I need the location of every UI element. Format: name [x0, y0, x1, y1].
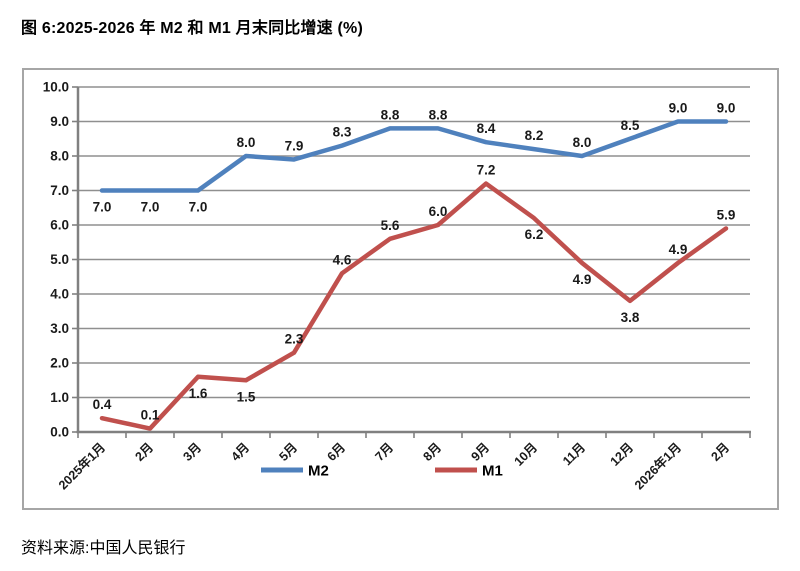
data-label: 7.0	[189, 200, 208, 215]
data-label: 0.1	[141, 408, 160, 423]
y-tick-label: 4.0	[50, 287, 69, 302]
data-label: 6.2	[525, 227, 544, 242]
chart-canvas: 0.01.02.03.04.05.06.07.08.09.010.02025年1…	[22, 68, 779, 510]
data-label: 2.3	[285, 332, 304, 347]
legend-label-M2: M2	[308, 463, 329, 480]
data-label: 9.0	[669, 101, 688, 116]
data-label: 4.6	[333, 252, 352, 267]
data-label: 4.9	[669, 242, 688, 257]
data-label: 8.5	[621, 118, 640, 133]
data-label: 1.5	[237, 389, 256, 404]
chart-container: 0.0 1.0 2.0 3.0 4.0 5.0 6.0 7.0 8.0 9.0 10.0 2025年1…	[22, 68, 779, 510]
data-label: 8.2	[525, 128, 544, 143]
data-label: 8.3	[333, 125, 352, 140]
legend-label-M1: M1	[482, 463, 503, 480]
y-tick-label: 7.0	[50, 183, 69, 198]
data-label: 7.0	[93, 200, 112, 215]
data-label: 7.0	[141, 200, 160, 215]
y-tick-label: 1.0	[50, 390, 69, 405]
data-label: 4.9	[573, 272, 592, 287]
data-label: 8.0	[573, 135, 592, 150]
data-label: 5.9	[717, 207, 736, 222]
y-tick-label: 2.0	[50, 356, 69, 371]
y-tick-label: 3.0	[50, 321, 69, 336]
data-label: 8.8	[381, 107, 400, 122]
data-label: 6.0	[429, 204, 448, 219]
data-label: 8.0	[237, 135, 256, 150]
data-label: 8.8	[429, 107, 448, 122]
data-label: 0.4	[93, 397, 112, 412]
data-label: 1.6	[189, 386, 208, 401]
y-tick-label: 5.0	[50, 252, 69, 267]
y-tick-label: 10.0	[43, 80, 69, 95]
data-label: 9.0	[717, 101, 736, 116]
data-label: 8.4	[477, 121, 496, 136]
series-line-M2	[99, 119, 729, 193]
y-tick-label: 6.0	[50, 218, 69, 233]
chart-border	[22, 68, 779, 510]
series-line-M1	[99, 181, 729, 431]
source-note: 资料来源:中国人民银行	[21, 540, 186, 557]
data-label: 7.9	[285, 138, 304, 153]
data-label: 3.8	[621, 310, 640, 325]
figure-title: 图 6:2025-2026 年 M2 和 M1 月末同比增速 (%)	[21, 20, 363, 37]
data-label: 5.6	[381, 218, 400, 233]
y-tick-label: 9.0	[50, 114, 69, 129]
y-tick-label: 8.0	[50, 149, 69, 164]
y-tick-label: 0.0	[50, 425, 69, 440]
data-label: 7.2	[477, 163, 496, 178]
